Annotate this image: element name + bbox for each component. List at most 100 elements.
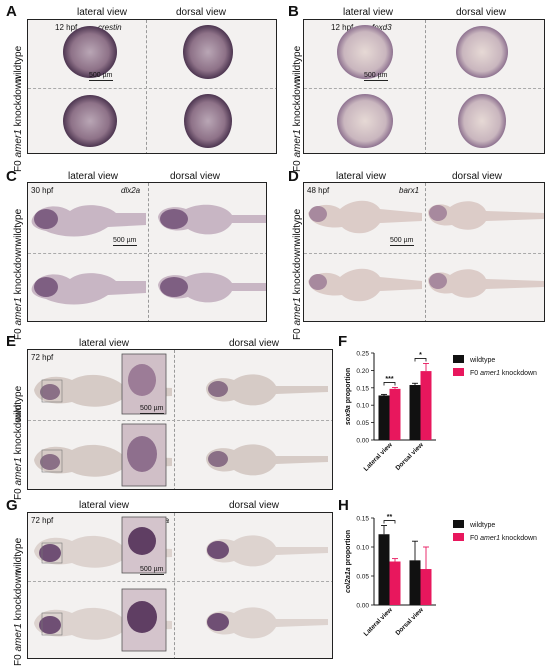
inset-box-wt (41, 379, 63, 403)
panel-label-d: D (288, 168, 299, 185)
panel-c-image: 30 hpf dlx2a 500 µm (27, 182, 267, 322)
header-dorsal-b: dorsal view (456, 7, 507, 18)
embryo-images (34, 516, 328, 652)
gene-label: barx1 (399, 186, 420, 195)
legend-swatch (453, 368, 464, 376)
bar-knockdown (389, 561, 401, 605)
row-label-knockdown-e: F0 amer1 knockdown (13, 404, 24, 500)
stage-label: 72 hpf (31, 516, 54, 525)
bar-wildtype (409, 385, 421, 440)
significance-bracket (414, 358, 427, 362)
panel-b-image: 12 hpf foxd3 500 µm (303, 19, 545, 154)
y-tick-label: 0.15 (356, 516, 369, 523)
panel-label-g: G (6, 497, 18, 514)
embryo-wt-dorsal (206, 535, 328, 567)
view-divider (174, 513, 175, 658)
row-label-wildtype-d: wildtype (292, 208, 303, 245)
x-tick-label: Dorsal view (394, 606, 425, 637)
stage-label: 12 hpf (331, 23, 354, 32)
embryo-kd-dorsal (458, 94, 506, 148)
embryo-kd-dorsal (206, 444, 328, 476)
row-divider (28, 88, 276, 89)
gene-label: foxd3 (372, 23, 392, 32)
embryo-kd-dorsal (428, 269, 544, 298)
y-tick-label: 0.20 (356, 368, 369, 375)
embryo-images (31, 204, 266, 305)
stage-label: 12 hpf (55, 23, 78, 32)
legend-label: F0 amer1 knockdown (470, 535, 537, 542)
bar-knockdown (420, 371, 432, 440)
row-divider (28, 581, 332, 582)
scale-bar: 500 µm (140, 405, 164, 414)
scale-bar: 500 µm (390, 237, 414, 246)
x-tick-label: Lateral view (363, 606, 395, 638)
panel-label-b: B (288, 3, 299, 20)
row-label-knockdown-c: F0 amer1 knockdown (13, 244, 24, 340)
row-divider (28, 420, 332, 421)
y-tick-label: 0.00 (356, 603, 369, 610)
panel-a-image: 12 hpf crestin 500 µm (27, 19, 277, 154)
embryo-images (34, 353, 328, 487)
view-divider (425, 20, 426, 153)
stage-label: 48 hpf (307, 186, 330, 195)
embryo-wt-lateral (337, 25, 393, 79)
embryo-wt-dorsal (428, 201, 544, 230)
header-lateral-g: lateral view (79, 500, 130, 511)
bar-knockdown (389, 388, 401, 440)
x-tick-label: Dorsal view (394, 441, 425, 472)
panel-d-image: 48 hpf barx1 500 µm (303, 182, 545, 322)
embryo-wt-dorsal (456, 26, 508, 78)
significance-label: * (419, 352, 422, 359)
bar-knockdown (420, 569, 432, 605)
y-tick-label: 0.10 (356, 403, 369, 410)
panel-label-f: F (338, 333, 348, 350)
legend-swatch (453, 520, 464, 528)
embryo-wt-dorsal (206, 374, 328, 406)
scale-bar: 500 µm (364, 72, 388, 81)
bar-wildtype (409, 560, 421, 605)
row-label-knockdown-g: F0 amer1 knockdown (13, 570, 24, 666)
embryo-kd-lateral (31, 273, 146, 305)
inset-box-wt (41, 542, 63, 564)
significance-label: ** (387, 514, 393, 521)
row-label-knockdown-b: F0 amer1 knockdown (292, 76, 303, 172)
y-tick-label: 0.10 (356, 545, 369, 552)
y-axis-label: sox9a proportion (345, 368, 352, 425)
panel-label-c: C (6, 168, 17, 185)
gene-label: crestin (98, 23, 122, 32)
row-divider (28, 253, 266, 254)
embryo-wt-dorsal (183, 25, 233, 79)
header-dorsal-e: dorsal view (229, 338, 280, 349)
embryo-images (337, 25, 508, 148)
legend-label: F0 amer1 knockdown (470, 370, 537, 377)
embryo-wt-lateral (31, 205, 146, 237)
embryo-kd-lateral (308, 268, 422, 302)
header-lateral-b: lateral view (343, 7, 394, 18)
scale-bar: 500 µm (140, 566, 164, 575)
y-tick-label: 0.05 (356, 574, 369, 581)
row-label-wildtype-g: wildtype (13, 537, 24, 574)
panel-g-image: 72 hpf col2a1a 500 µm (27, 512, 333, 659)
view-divider (174, 350, 175, 489)
embryo-wt-dorsal (158, 204, 266, 235)
x-tick-label: Lateral view (363, 441, 395, 473)
embryo-kd-dorsal (206, 607, 328, 639)
embryo-kd-lateral (34, 444, 172, 477)
y-axis-label: col2a1a proportion (345, 530, 352, 593)
embryo-wt-lateral (308, 200, 422, 234)
y-tick-label: 0.05 (356, 420, 369, 427)
header-lateral-c: lateral view (68, 171, 119, 182)
inset-box-kd (41, 612, 63, 636)
header-dorsal-a: dorsal view (176, 7, 227, 18)
stage-label: 72 hpf (31, 353, 54, 362)
legend-label: wildtype (469, 357, 495, 364)
panel-label-e: E (6, 333, 17, 350)
row-label-wildtype-c: wildtype (13, 208, 24, 245)
panel-e-image: 72 hpf sox9a 500 µm (27, 349, 333, 490)
row-divider (304, 253, 544, 254)
panel-label-a: A (6, 3, 17, 20)
scale-bar: 500 µm (113, 237, 137, 246)
view-divider (148, 183, 149, 321)
chart-f: 0.00 0.05 0.10 0.15 0.20 0.25 sox9a proportion… (345, 351, 537, 473)
header-dorsal-d: dorsal view (452, 171, 503, 182)
